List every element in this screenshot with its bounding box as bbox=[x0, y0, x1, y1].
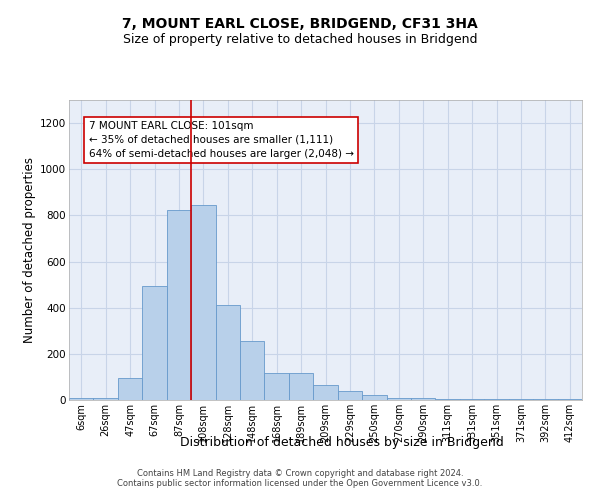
Bar bbox=[386, 398, 411, 400]
Bar bbox=[313, 385, 338, 400]
Bar bbox=[118, 378, 142, 400]
Bar bbox=[338, 392, 362, 400]
Bar bbox=[240, 341, 265, 400]
Text: Distribution of detached houses by size in Bridgend: Distribution of detached houses by size … bbox=[180, 436, 504, 449]
Bar bbox=[436, 399, 460, 400]
Bar bbox=[94, 398, 118, 400]
Text: 7 MOUNT EARL CLOSE: 101sqm
← 35% of detached houses are smaller (1,111)
64% of s: 7 MOUNT EARL CLOSE: 101sqm ← 35% of deta… bbox=[89, 121, 353, 159]
Bar bbox=[215, 306, 240, 400]
Bar bbox=[69, 398, 94, 400]
Bar bbox=[142, 286, 167, 400]
Text: Contains HM Land Registry data © Crown copyright and database right 2024.: Contains HM Land Registry data © Crown c… bbox=[137, 470, 463, 478]
Text: 7, MOUNT EARL CLOSE, BRIDGEND, CF31 3HA: 7, MOUNT EARL CLOSE, BRIDGEND, CF31 3HA bbox=[122, 18, 478, 32]
Bar bbox=[509, 399, 533, 400]
Bar bbox=[167, 210, 191, 400]
Y-axis label: Number of detached properties: Number of detached properties bbox=[23, 157, 36, 343]
Bar bbox=[411, 398, 436, 400]
Bar bbox=[484, 399, 509, 400]
Bar bbox=[460, 399, 484, 400]
Bar bbox=[191, 205, 215, 400]
Bar bbox=[362, 394, 386, 400]
Bar bbox=[289, 373, 313, 400]
Text: Size of property relative to detached houses in Bridgend: Size of property relative to detached ho… bbox=[123, 32, 477, 46]
Text: Contains public sector information licensed under the Open Government Licence v3: Contains public sector information licen… bbox=[118, 479, 482, 488]
Bar bbox=[265, 373, 289, 400]
